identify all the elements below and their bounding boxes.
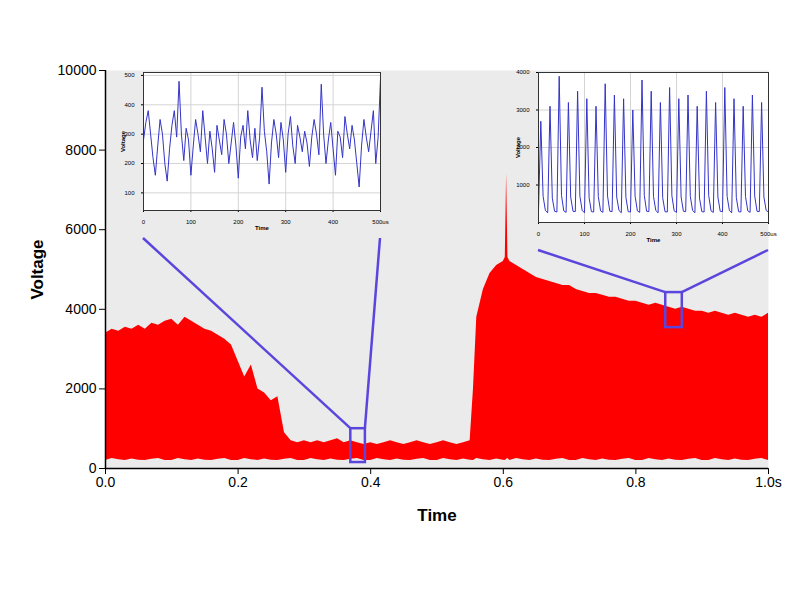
svg-text:0: 0 bbox=[88, 460, 97, 476]
svg-text:400: 400 bbox=[328, 219, 339, 225]
svg-text:200: 200 bbox=[625, 231, 636, 237]
svg-text:2000: 2000 bbox=[65, 380, 96, 396]
svg-text:0.0: 0.0 bbox=[96, 474, 116, 490]
svg-text:0: 0 bbox=[537, 231, 541, 237]
svg-text:300: 300 bbox=[281, 219, 292, 225]
svg-text:0.6: 0.6 bbox=[494, 474, 514, 490]
svg-text:Voltage: Voltage bbox=[28, 239, 47, 299]
svg-text:Voltage: Voltage bbox=[120, 130, 126, 152]
svg-text:100: 100 bbox=[124, 190, 135, 196]
svg-text:Time: Time bbox=[417, 506, 456, 525]
svg-text:Voltage: Voltage bbox=[515, 136, 521, 158]
svg-text:Time: Time bbox=[255, 225, 270, 231]
svg-text:500us: 500us bbox=[372, 219, 388, 225]
svg-text:200: 200 bbox=[124, 160, 135, 166]
svg-text:3000: 3000 bbox=[516, 107, 530, 113]
svg-text:300: 300 bbox=[671, 231, 682, 237]
svg-text:6000: 6000 bbox=[65, 221, 96, 237]
svg-text:300: 300 bbox=[124, 131, 135, 137]
svg-text:2000: 2000 bbox=[516, 144, 530, 151]
svg-text:8000: 8000 bbox=[65, 142, 96, 158]
svg-text:100: 100 bbox=[186, 219, 197, 225]
svg-text:1000: 1000 bbox=[516, 182, 530, 188]
svg-text:1.0s: 1.0s bbox=[755, 474, 781, 490]
svg-text:400: 400 bbox=[717, 231, 728, 237]
svg-text:500us: 500us bbox=[760, 231, 776, 237]
svg-text:200: 200 bbox=[233, 219, 244, 225]
svg-text:0.4: 0.4 bbox=[361, 474, 381, 490]
svg-text:4000: 4000 bbox=[65, 301, 96, 317]
svg-text:0.2: 0.2 bbox=[228, 474, 248, 490]
svg-text:0: 0 bbox=[142, 219, 146, 225]
svg-text:Time: Time bbox=[647, 237, 662, 243]
svg-text:0.8: 0.8 bbox=[626, 474, 646, 490]
svg-text:10000: 10000 bbox=[58, 62, 97, 78]
svg-text:4000: 4000 bbox=[516, 69, 530, 75]
svg-text:100: 100 bbox=[579, 231, 590, 237]
svg-text:400: 400 bbox=[124, 102, 135, 108]
svg-text:500: 500 bbox=[124, 72, 135, 78]
